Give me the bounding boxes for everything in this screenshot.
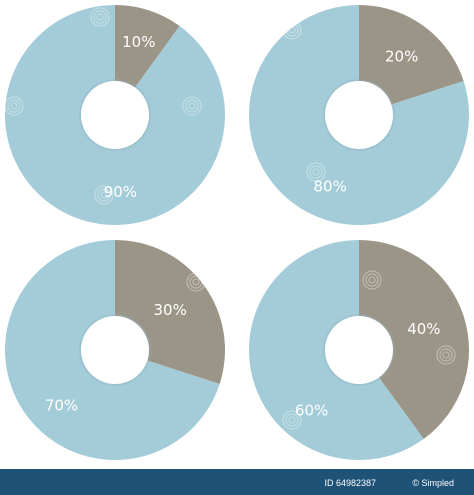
donut-chart-3: 30% 70%: [5, 240, 226, 461]
slice-label: 60%: [295, 402, 328, 420]
watermark-swirl-icon: [4, 96, 24, 116]
watermark-swirl-icon: [0, 270, 20, 290]
watermark-swirl-icon: [434, 12, 454, 32]
donut-slice-40: [359, 240, 470, 439]
slice-label: 40%: [407, 320, 440, 338]
donut-hole: [81, 316, 149, 384]
donut-hole: [81, 81, 149, 149]
image-credit-text: © Simpled: [412, 478, 454, 488]
donut-hole: [325, 316, 393, 384]
watermark-swirl-icon: [362, 90, 382, 110]
slice-label: 10%: [122, 33, 155, 51]
slice-label: 30%: [154, 301, 187, 319]
slice-label: 80%: [314, 177, 347, 195]
donut-chart-1: 10% 90%: [5, 5, 226, 225]
donut-hole: [325, 81, 393, 149]
watermark-swirl-icon: [436, 345, 456, 365]
donut-slice-20: [359, 5, 464, 115]
watermark-swirl-icon: [90, 7, 110, 27]
slice-label: 20%: [385, 47, 418, 65]
donut-chart-4: 40% 60%: [249, 240, 470, 460]
watermark-swirl-icon: [306, 162, 326, 182]
donut-chart-2: 20% 80%: [249, 5, 470, 226]
image-id-text: ID 64982387: [324, 478, 376, 488]
watermark-swirl-icon: [186, 272, 206, 292]
watermark-swirl-icon: [94, 185, 114, 205]
watermark-swirl-icon: [282, 20, 302, 40]
watermark-swirl-icon: [90, 350, 110, 370]
stock-footer-bar: ID 64982387 © Simpled: [0, 469, 474, 495]
slice-label: 90%: [104, 183, 137, 201]
watermark-swirl-icon: [362, 270, 382, 290]
slice-label: 70%: [45, 396, 78, 414]
donut-charts-canvas: 10% 90% 20% 80% 30% 70% 40% 60%: [0, 5, 470, 461]
watermark-swirl-icon: [282, 410, 302, 430]
watermark-swirl-icon: [182, 96, 202, 116]
